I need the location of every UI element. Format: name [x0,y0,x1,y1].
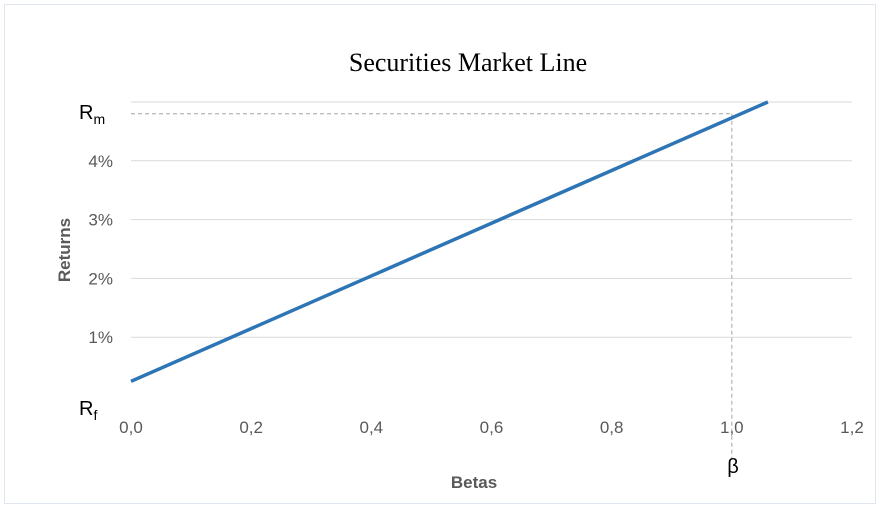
x-tick-label: 0,0 [119,418,143,437]
sml-line [130,100,769,383]
guide-lines [131,113,733,458]
x-tick-label: 0,4 [360,418,384,437]
x-tick-labels: 0,0 0,2 0,4 0,6 0,8 1,0 1,2 [119,418,864,437]
y-tick-label: 3% [88,211,113,230]
rf-subscript: f [93,407,97,423]
y-axis-title: Returns [55,218,74,282]
rf-base: R [79,398,93,420]
y-tick-label: 1% [88,328,113,347]
chart-frame [4,4,876,504]
y-tick-labels: 1% 2% 3% 4% [88,152,113,347]
y-tick-label: 2% [88,269,113,288]
rm-annotation: Rm [79,102,105,127]
x-tick-label: 0,8 [600,418,624,437]
series-layer [130,100,769,383]
rf-annotation: Rf [79,398,97,423]
rm-base: R [79,102,93,124]
rm-subscript: m [93,111,105,127]
x-axis-title: Betas [451,473,497,492]
x-tick-label: 1,0 [720,418,744,437]
grid-lines [131,101,852,338]
y-tick-label: 4% [88,152,113,171]
chart-title: Securities Market Line [349,48,587,77]
x-tick-label: 0,6 [480,418,504,437]
x-tick-label: 0,2 [239,418,263,437]
beta-annotation: β [727,456,739,478]
x-tick-label: 1,2 [840,418,864,437]
